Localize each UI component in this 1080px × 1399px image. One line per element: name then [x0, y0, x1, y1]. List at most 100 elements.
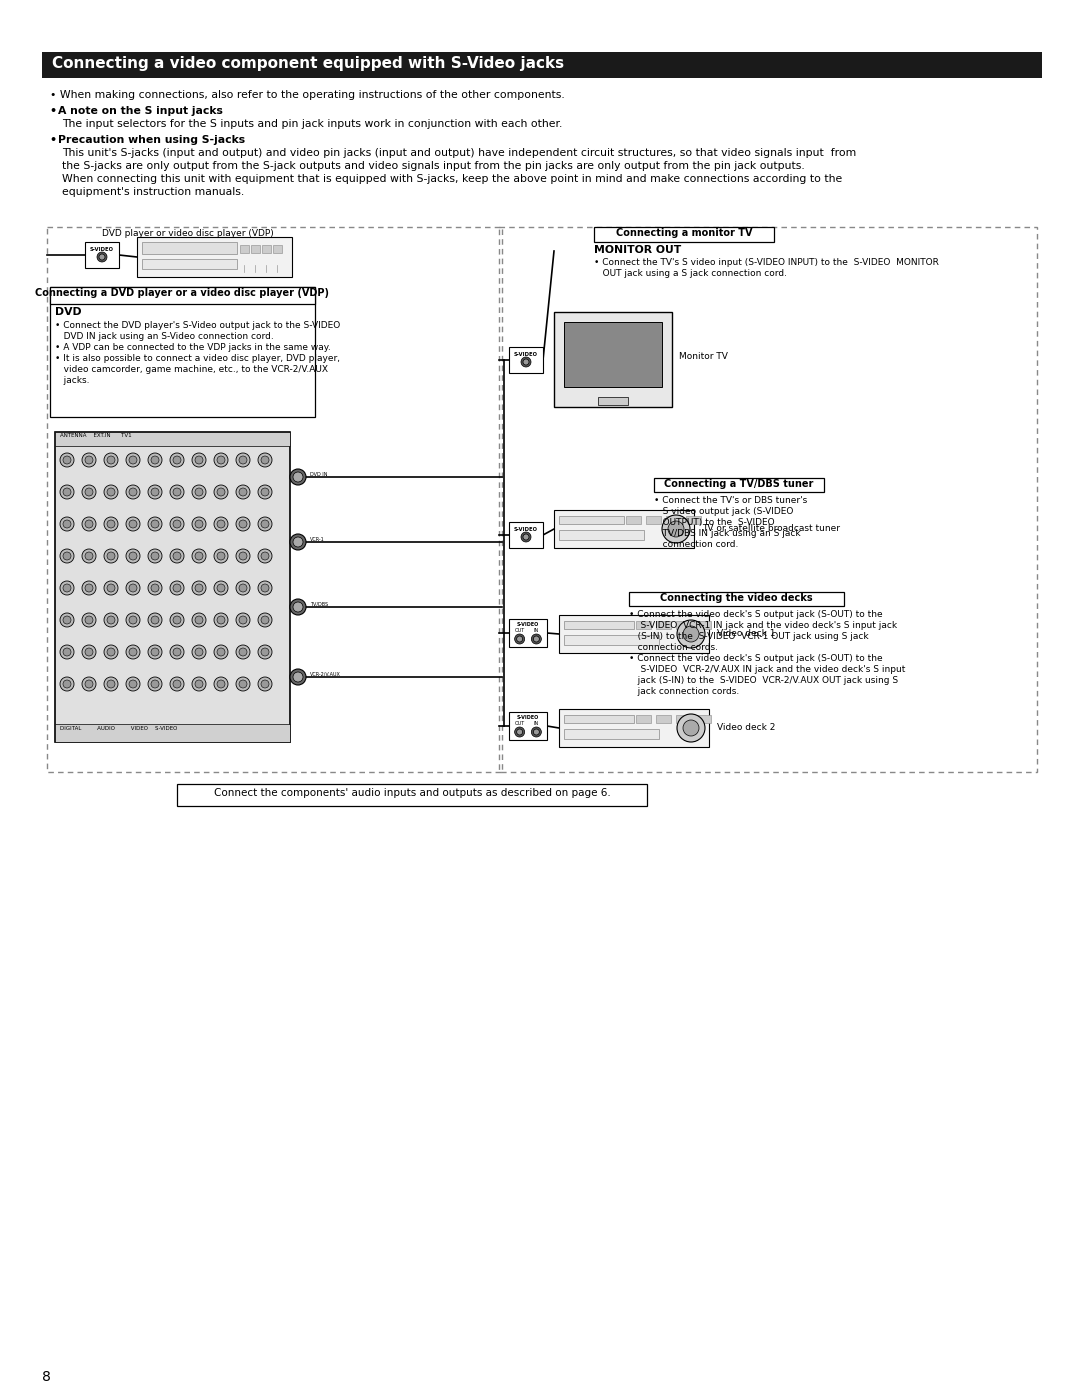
Circle shape — [195, 616, 203, 624]
Text: S-VIDEO: S-VIDEO — [517, 715, 539, 720]
Bar — [564, 621, 634, 630]
Text: S-VIDEO: S-VIDEO — [90, 248, 114, 252]
Bar — [646, 516, 661, 525]
Circle shape — [104, 485, 118, 499]
Bar — [564, 729, 659, 739]
Bar — [251, 245, 260, 253]
Circle shape — [63, 616, 71, 624]
Circle shape — [261, 680, 269, 688]
Circle shape — [170, 581, 184, 595]
Circle shape — [85, 456, 93, 464]
Text: •: • — [50, 106, 60, 116]
Circle shape — [170, 677, 184, 691]
Circle shape — [82, 645, 96, 659]
Text: The input selectors for the S inputs and pin jack inputs work in conjunction wit: The input selectors for the S inputs and… — [62, 119, 563, 129]
Circle shape — [148, 677, 162, 691]
Circle shape — [129, 583, 137, 592]
Bar — [559, 616, 708, 653]
Circle shape — [60, 518, 75, 532]
Text: TV or satellite broadcast tuner: TV or satellite broadcast tuner — [702, 525, 840, 533]
Circle shape — [148, 485, 162, 499]
Circle shape — [261, 648, 269, 656]
Circle shape — [214, 518, 228, 532]
Circle shape — [107, 583, 114, 592]
Bar — [656, 715, 671, 723]
Bar — [499, 227, 1037, 772]
Circle shape — [214, 453, 228, 467]
Circle shape — [258, 677, 272, 691]
Bar — [177, 783, 647, 806]
Circle shape — [85, 583, 93, 592]
Text: When connecting this unit with equipment that is equipped with S-jacks, keep the: When connecting this unit with equipment… — [62, 173, 842, 185]
Circle shape — [217, 456, 225, 464]
Circle shape — [82, 518, 96, 532]
Circle shape — [192, 645, 206, 659]
Text: ANTENNA    EXT.IN      TV1: ANTENNA EXT.IN TV1 — [60, 434, 132, 438]
Circle shape — [521, 357, 531, 367]
Circle shape — [214, 485, 228, 499]
Circle shape — [85, 553, 93, 560]
Text: connection cord.: connection cord. — [654, 540, 739, 548]
Circle shape — [170, 613, 184, 627]
Circle shape — [151, 553, 159, 560]
Bar — [85, 242, 119, 269]
Bar — [273, 245, 282, 253]
Circle shape — [237, 453, 249, 467]
Text: IN: IN — [534, 720, 539, 726]
Circle shape — [126, 581, 140, 595]
Text: VCR-2/V.AUX: VCR-2/V.AUX — [310, 672, 341, 677]
Text: OUT: OUT — [96, 255, 108, 260]
Text: VCR-1: VCR-1 — [310, 537, 325, 541]
Circle shape — [217, 488, 225, 497]
Circle shape — [126, 485, 140, 499]
Circle shape — [85, 648, 93, 656]
Circle shape — [151, 680, 159, 688]
Circle shape — [151, 456, 159, 464]
Circle shape — [293, 602, 303, 611]
Circle shape — [173, 583, 181, 592]
Circle shape — [63, 520, 71, 527]
Text: DVD IN: DVD IN — [310, 471, 327, 477]
Circle shape — [195, 520, 203, 527]
Circle shape — [107, 520, 114, 527]
Text: jack connection cords.: jack connection cords. — [629, 687, 739, 695]
Bar — [666, 516, 681, 525]
Circle shape — [291, 669, 306, 686]
Circle shape — [107, 616, 114, 624]
Bar — [559, 530, 644, 540]
Circle shape — [170, 453, 184, 467]
Circle shape — [173, 488, 181, 497]
Circle shape — [217, 583, 225, 592]
Circle shape — [237, 613, 249, 627]
Circle shape — [515, 634, 525, 644]
Circle shape — [107, 488, 114, 497]
Circle shape — [82, 581, 96, 595]
Circle shape — [214, 677, 228, 691]
Circle shape — [107, 680, 114, 688]
Bar — [50, 287, 315, 304]
Text: jacks.: jacks. — [55, 376, 90, 385]
Circle shape — [63, 648, 71, 656]
Circle shape — [104, 518, 118, 532]
Circle shape — [107, 456, 114, 464]
Text: DVD player or video disc player (VDP): DVD player or video disc player (VDP) — [102, 229, 273, 238]
Circle shape — [258, 518, 272, 532]
Circle shape — [258, 485, 272, 499]
Text: OUT jack using a S jack connection cord.: OUT jack using a S jack connection cord. — [594, 269, 787, 278]
Text: Connecting a TV/DBS tuner: Connecting a TV/DBS tuner — [664, 478, 813, 490]
Circle shape — [60, 581, 75, 595]
Text: equipment's instruction manuals.: equipment's instruction manuals. — [62, 187, 244, 197]
Circle shape — [170, 518, 184, 532]
Bar — [594, 227, 774, 242]
Circle shape — [129, 648, 137, 656]
Circle shape — [195, 680, 203, 688]
Circle shape — [293, 471, 303, 483]
Circle shape — [148, 645, 162, 659]
Circle shape — [104, 613, 118, 627]
Bar — [636, 715, 651, 723]
Circle shape — [195, 648, 203, 656]
Circle shape — [192, 677, 206, 691]
Circle shape — [192, 581, 206, 595]
Circle shape — [214, 581, 228, 595]
Text: S-VIDEO: S-VIDEO — [514, 527, 538, 532]
